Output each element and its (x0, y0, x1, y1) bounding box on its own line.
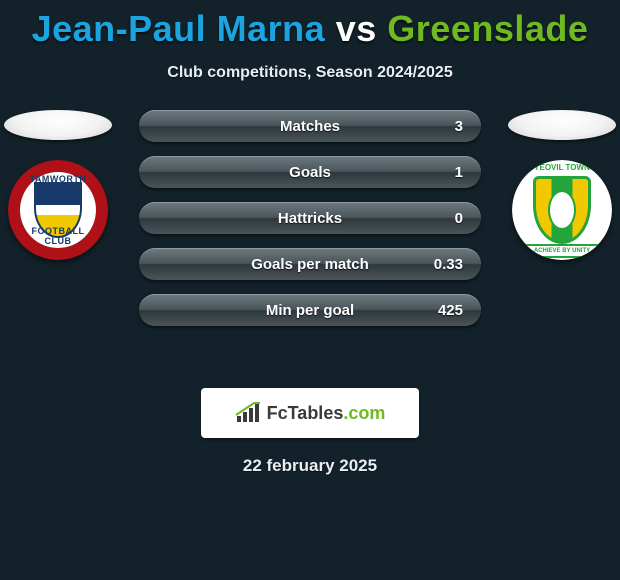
left-platform-ellipse (4, 110, 112, 140)
infographic-root: Jean-Paul Marna vs Greenslade Club compe… (0, 0, 620, 580)
metric-label: Goals per match (251, 256, 369, 273)
badge-right-top-text: YEOVIL TOWN (512, 163, 612, 172)
badge-left-outer: TAMWORTH FOOTBALL CLUB (20, 172, 96, 248)
metric-label: Matches (280, 118, 340, 135)
metric-value: 1 (455, 164, 463, 181)
metric-bar: Goals per match 0.33 (139, 248, 481, 280)
metric-label: Hattricks (278, 210, 342, 227)
badge-right-oval-icon (548, 190, 576, 230)
badge-left-bottom-text: FOOTBALL CLUB (20, 226, 96, 246)
badge-right-shield-icon (533, 176, 591, 244)
metric-bar: Min per goal 425 (139, 294, 481, 326)
metric-value: 0.33 (434, 256, 463, 273)
metric-value: 3 (455, 118, 463, 135)
metric-value: 0 (455, 210, 463, 227)
metric-label: Goals (289, 164, 331, 181)
page-title: Jean-Paul Marna vs Greenslade (0, 0, 620, 50)
metric-bar: Goals 1 (139, 156, 481, 188)
metric-label: Min per goal (266, 302, 354, 319)
metric-bar: Hattricks 0 (139, 202, 481, 234)
player1-name: Jean-Paul Marna (32, 8, 326, 49)
content-area: TAMWORTH FOOTBALL CLUB YEOVIL TOWN ACHIE… (0, 110, 620, 370)
right-platform-ellipse (508, 110, 616, 140)
metric-value: 425 (438, 302, 463, 319)
player2-name: Greenslade (387, 8, 588, 49)
badge-right-inner: YEOVIL TOWN ACHIEVE BY UNITY (512, 160, 612, 260)
metric-bar: Matches 3 (139, 110, 481, 142)
metrics-bars: Matches 3 Goals 1 Hattricks 0 Goals per … (139, 110, 481, 340)
badge-right-ribbon: ACHIEVE BY UNITY (518, 244, 606, 258)
brand-name-suffix: .com (343, 403, 385, 423)
club-badge-left: TAMWORTH FOOTBALL CLUB (8, 160, 108, 260)
date-text: 22 february 2025 (0, 456, 620, 476)
club-badge-right: YEOVIL TOWN ACHIEVE BY UNITY (512, 160, 612, 260)
brand-text: FcTables.com (267, 403, 386, 424)
brand-name-main: FcTables (267, 403, 344, 423)
subtitle: Club competitions, Season 2024/2025 (0, 64, 620, 82)
badge-left-ring: TAMWORTH FOOTBALL CLUB (8, 160, 108, 260)
bar-chart-icon (235, 402, 261, 424)
vs-text: vs (336, 8, 377, 49)
brand-box: FcTables.com (201, 388, 419, 438)
